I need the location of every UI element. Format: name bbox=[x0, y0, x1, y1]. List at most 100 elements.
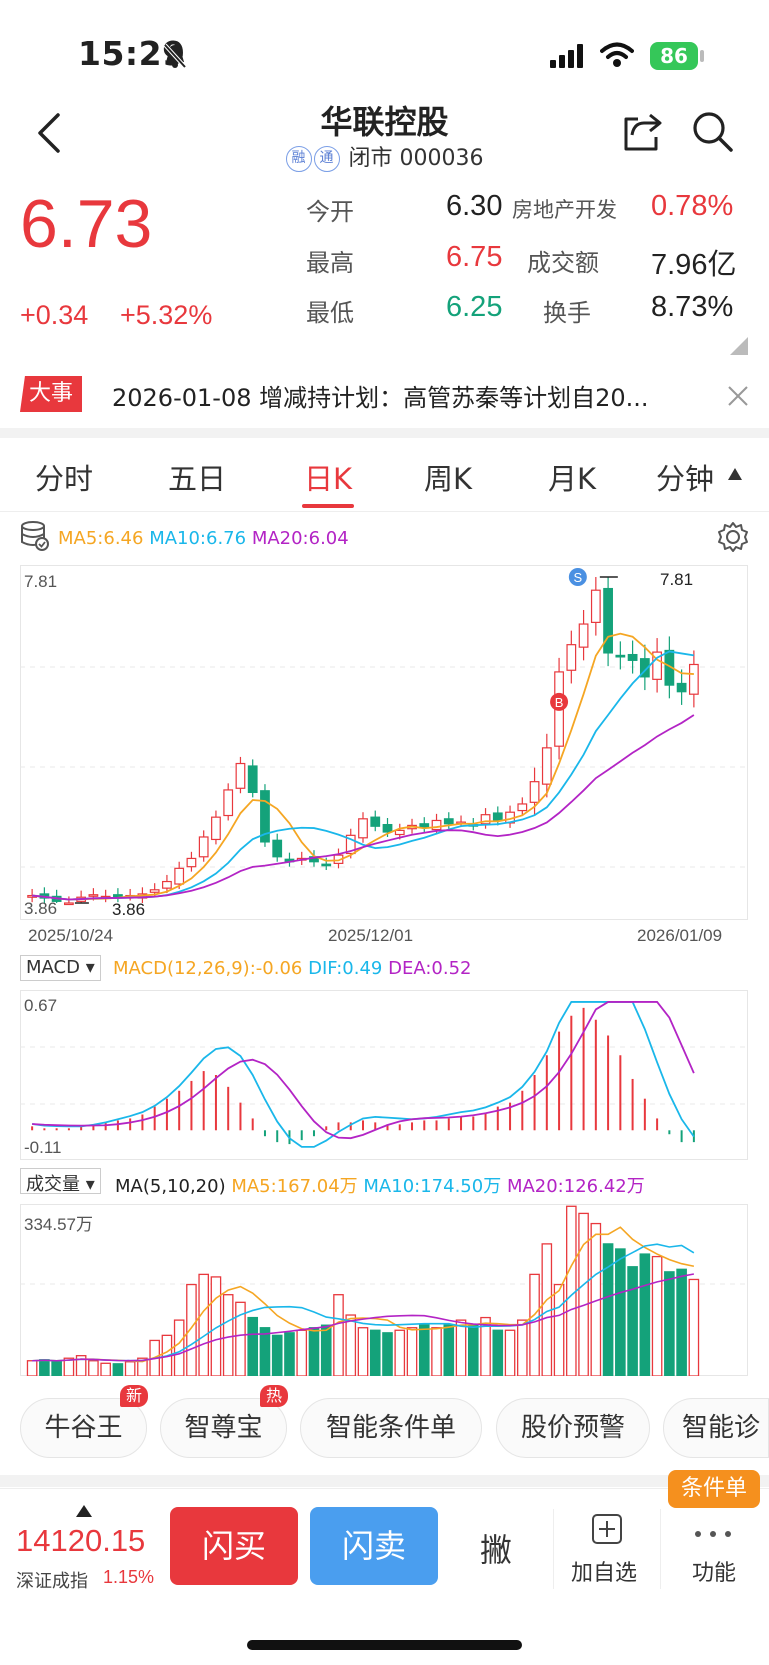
flash-buy-button[interactable]: 闪买 bbox=[170, 1507, 298, 1585]
current-price: 6.73 bbox=[20, 186, 153, 262]
open-value: 6.30 bbox=[446, 190, 503, 222]
macd-params: MACD(12,26,9):-0.06 bbox=[113, 958, 303, 979]
volume-bar bbox=[615, 1248, 626, 1376]
candle-body bbox=[615, 654, 626, 658]
cancel-button[interactable]: 撇 bbox=[480, 1531, 513, 1569]
candle-body bbox=[419, 823, 430, 828]
date-end: 2026/01/09 bbox=[637, 926, 723, 945]
volume-bar bbox=[602, 1243, 614, 1376]
candle-body bbox=[603, 587, 613, 654]
turnover-value: 7.96亿 bbox=[651, 249, 737, 281]
candle-body bbox=[431, 819, 442, 831]
chip-niuguwang[interactable]: 牛谷王 新 bbox=[20, 1385, 148, 1458]
volume-bar bbox=[284, 1332, 295, 1376]
volume-bar bbox=[39, 1359, 50, 1376]
candle-body bbox=[223, 789, 234, 817]
volume-bar bbox=[124, 1361, 136, 1376]
index-value[interactable]: 14120.15 bbox=[16, 1523, 146, 1558]
candle-body bbox=[260, 790, 270, 843]
flash-sell-button[interactable]: 闪卖 bbox=[310, 1507, 438, 1585]
candle-body bbox=[492, 812, 503, 822]
volume-bar bbox=[382, 1332, 393, 1376]
chip-zhizunbao[interactable]: 智尊宝 热 bbox=[160, 1385, 288, 1458]
volume-bar bbox=[517, 1319, 528, 1376]
candle-body bbox=[578, 623, 589, 648]
volume-bar bbox=[480, 1316, 491, 1376]
volume-ma20: MA20:126.42万 bbox=[506, 1176, 645, 1197]
ma20-value: MA20:6.04 bbox=[251, 528, 349, 549]
candle-body bbox=[590, 589, 601, 623]
news-bar[interactable]: 大事 2026-01-08 增减持计划：高管苏秦等计划自20... bbox=[0, 370, 769, 426]
volume-bar bbox=[443, 1324, 455, 1376]
tab-weekly-k[interactable]: 周K bbox=[424, 462, 473, 496]
index-name: 深证成指 bbox=[16, 1571, 88, 1592]
chip-price-alert[interactable]: 股价预警 bbox=[496, 1398, 650, 1458]
candle-body bbox=[186, 857, 197, 868]
chip-smart-diagnosis[interactable]: 智能诊 bbox=[663, 1398, 769, 1458]
back-icon[interactable] bbox=[34, 111, 64, 155]
add-watchlist-icon[interactable] bbox=[591, 1513, 623, 1545]
volume-bar bbox=[529, 1273, 540, 1376]
candle-body bbox=[272, 839, 283, 858]
volume-bar bbox=[186, 1283, 197, 1376]
volume-ma5: MA5:167.04万 bbox=[231, 1176, 358, 1197]
candle-body bbox=[541, 747, 552, 785]
open-label: 今开 bbox=[306, 198, 354, 226]
stock-header: 华联控股 融通 闭市 000036 bbox=[0, 95, 769, 175]
volume-bar bbox=[100, 1362, 111, 1376]
kline-y-min: 3.86 bbox=[24, 899, 58, 918]
macd-selector[interactable]: MACD ▾ bbox=[20, 955, 101, 981]
tab-monthly-k[interactable]: 月K bbox=[548, 462, 597, 496]
tab-intraday[interactable]: 分时 bbox=[35, 462, 94, 496]
condition-order-badge[interactable]: 条件单 bbox=[668, 1470, 760, 1508]
candle-body bbox=[627, 653, 638, 661]
chip-label: 智尊宝 bbox=[184, 1413, 263, 1443]
chip-condition-order[interactable]: 智能条件单 bbox=[300, 1398, 482, 1458]
volume-bar bbox=[455, 1319, 467, 1376]
close-icon[interactable] bbox=[726, 384, 750, 408]
dea-line bbox=[32, 1001, 695, 1140]
stock-code: 000036 bbox=[399, 146, 484, 171]
candle-body bbox=[358, 818, 368, 839]
volume-bar bbox=[112, 1363, 124, 1376]
news-text[interactable]: 2026-01-08 增减持计划：高管苏秦等计划自20... bbox=[112, 384, 649, 412]
volume-chart[interactable] bbox=[20, 1204, 748, 1376]
new-badge: 新 bbox=[119, 1385, 148, 1407]
search-icon[interactable] bbox=[690, 109, 734, 153]
tab-minute[interactable]: 分钟 bbox=[656, 462, 715, 496]
volume-selector[interactable]: 成交量 ▾ bbox=[20, 1168, 101, 1195]
candle-body bbox=[652, 651, 662, 680]
tab-five-day[interactable]: 五日 bbox=[168, 462, 227, 496]
kline-chart[interactable]: SB bbox=[20, 565, 748, 920]
volume-bar bbox=[431, 1327, 442, 1376]
more-icon[interactable] bbox=[693, 1529, 733, 1539]
volume-bar bbox=[492, 1329, 504, 1376]
share-icon[interactable] bbox=[620, 109, 664, 153]
function-label[interactable]: 功能 bbox=[692, 1561, 737, 1586]
bottom-trade-bar: 14120.15 深证成指 1.15% 闪买 闪卖 撇 加自选 条件单 功能 bbox=[0, 1470, 769, 1618]
candle-body bbox=[480, 814, 491, 825]
wifi-icon bbox=[600, 42, 634, 67]
active-tab-indicator bbox=[302, 504, 354, 508]
macd-chart-frame[interactable] bbox=[20, 990, 748, 1160]
volume-ma5-line bbox=[32, 1226, 695, 1363]
volume-legend: MA(5,10,20) MA5:167.04万 MA10:174.50万 MA2… bbox=[115, 1172, 645, 1198]
macd-dea: DEA:0.52 bbox=[388, 958, 472, 979]
volume-bar bbox=[222, 1294, 234, 1376]
kline-chart-frame[interactable] bbox=[20, 565, 748, 920]
database-icon[interactable] bbox=[20, 520, 50, 552]
candle-body bbox=[247, 765, 258, 794]
candle-body bbox=[149, 889, 160, 893]
high-label: 最高 bbox=[306, 249, 354, 277]
macd-chart[interactable] bbox=[20, 990, 748, 1160]
expand-corner-icon[interactable] bbox=[730, 337, 748, 355]
status-bar: 15:29 86 bbox=[0, 0, 769, 100]
volume-bar bbox=[308, 1327, 320, 1376]
gear-icon[interactable] bbox=[716, 520, 750, 554]
volume-bar bbox=[88, 1360, 99, 1376]
volume-y-max: 334.57万 bbox=[24, 1215, 93, 1234]
add-watchlist-label[interactable]: 加自选 bbox=[571, 1561, 638, 1586]
tab-daily-k[interactable]: 日K bbox=[304, 462, 353, 496]
sell-marker bbox=[568, 568, 587, 586]
separator bbox=[553, 1509, 554, 1589]
